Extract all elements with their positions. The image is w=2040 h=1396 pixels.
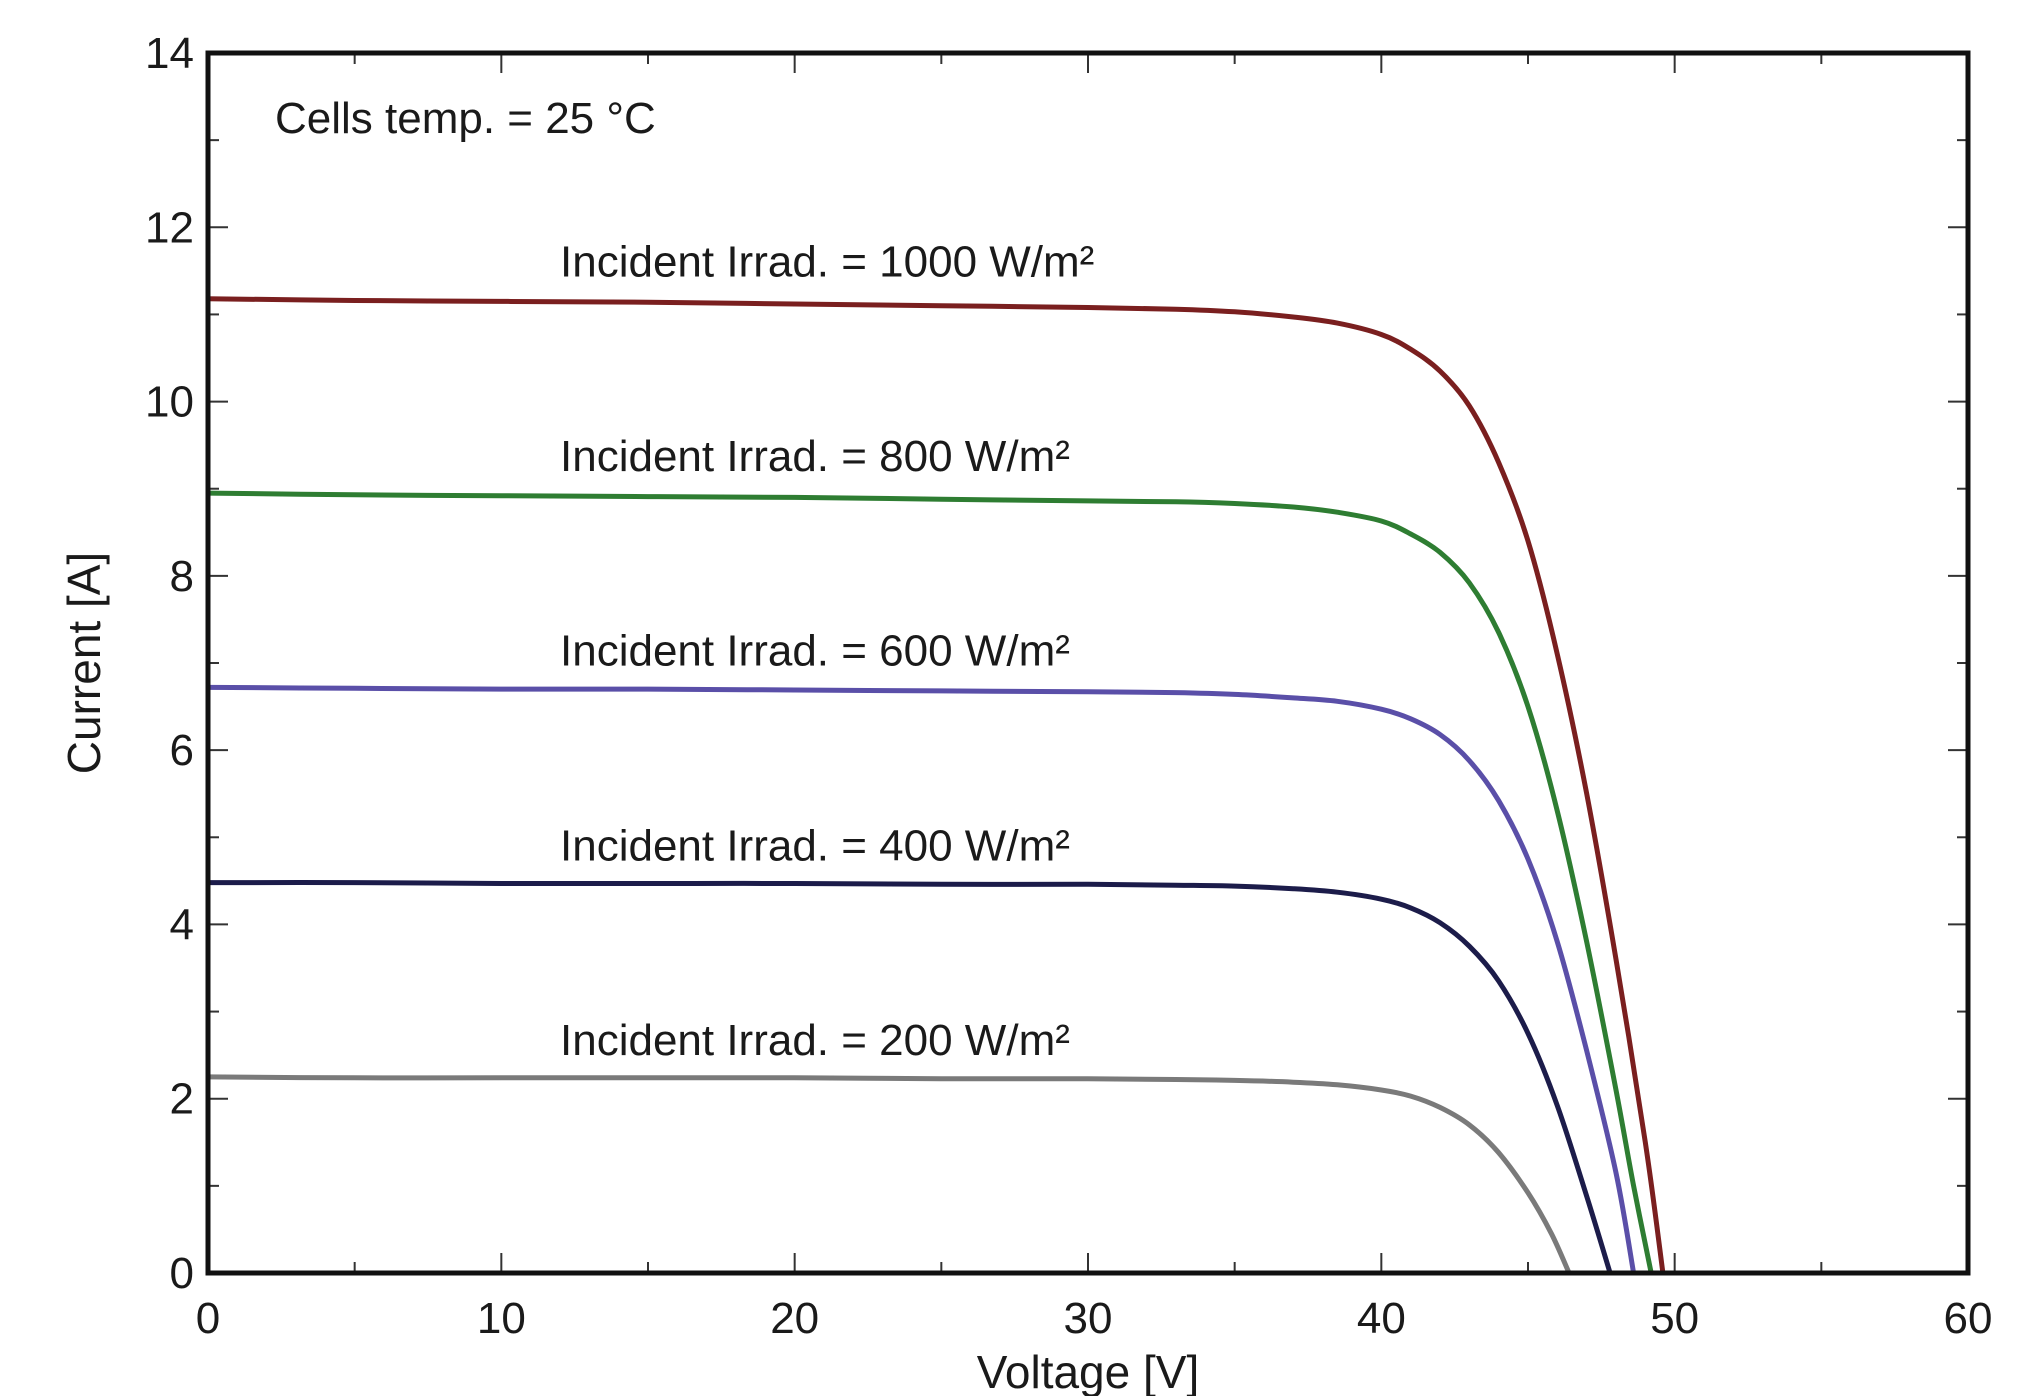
y-axis-label: Current [A] — [58, 552, 110, 774]
series-labels: Incident Irrad. = 1000 W/m² Incident Irra… — [560, 238, 1094, 1065]
series-line — [207, 684, 1637, 1274]
series-label: Incident Irrad. = 800 W/m² — [560, 432, 1070, 481]
axis-ticks: 0 10 20 30 40 50 60 0 2 4 6 8 10 12 14 — [145, 29, 1992, 1343]
x-tick-label: 40 — [1357, 1294, 1406, 1343]
y-tick-label: 6 — [170, 726, 194, 775]
x-axis-label: Voltage [V] — [977, 1346, 1200, 1396]
y-tick-label: 14 — [145, 29, 194, 78]
x-tick-label: 30 — [1064, 1294, 1113, 1343]
series-label: Incident Irrad. = 1000 W/m² — [560, 238, 1094, 287]
plot-frame — [205, 50, 1971, 1276]
x-tick-label: 20 — [770, 1294, 819, 1343]
temperature-annotation: Cells temp. = 25 °C — [275, 94, 656, 143]
series-line — [207, 490, 1654, 1274]
series-line — [207, 880, 1613, 1274]
series-lines — [207, 296, 1666, 1275]
x-tick-label: 10 — [477, 1294, 526, 1343]
series-line — [207, 1074, 1572, 1275]
x-tick-label: 60 — [1944, 1294, 1993, 1343]
y-tick-label: 8 — [170, 552, 194, 601]
y-tick-label: 0 — [170, 1249, 194, 1298]
x-tick-label: 50 — [1650, 1294, 1699, 1343]
series-line — [207, 296, 1666, 1274]
x-tick-label: 0 — [196, 1294, 220, 1343]
y-tick-label: 10 — [145, 378, 194, 427]
y-tick-label: 2 — [170, 1075, 194, 1124]
series-label: Incident Irrad. = 200 W/m² — [560, 1016, 1070, 1065]
series-label: Incident Irrad. = 600 W/m² — [560, 626, 1070, 675]
y-tick-label: 4 — [170, 900, 194, 949]
series-label: Incident Irrad. = 400 W/m² — [560, 822, 1070, 871]
y-tick-label: 12 — [145, 203, 194, 252]
